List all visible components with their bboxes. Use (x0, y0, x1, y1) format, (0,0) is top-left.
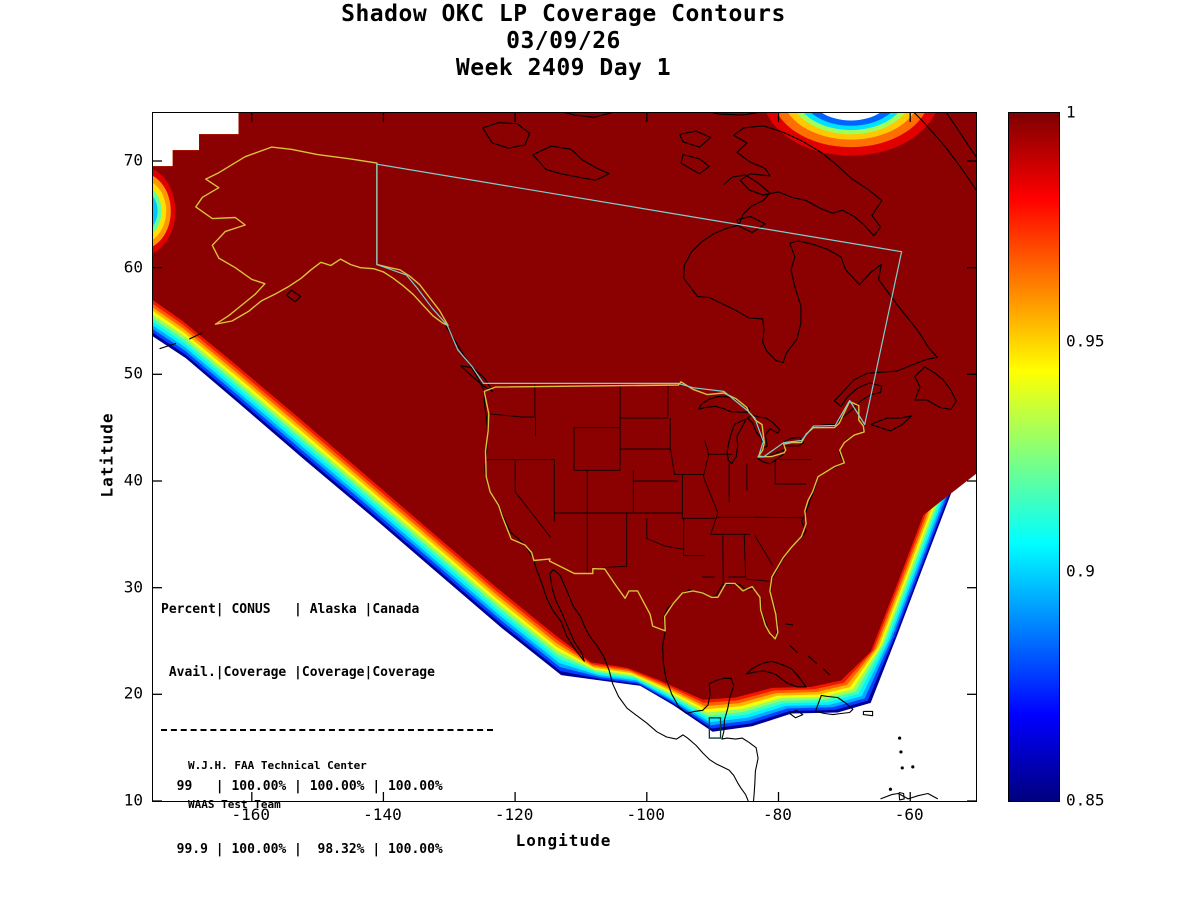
coverage-map-canvas (153, 113, 976, 801)
x-axis-title: Longitude (515, 831, 612, 850)
x-tick-label: -120 (494, 805, 534, 824)
colorbar-tick-label: 0.9 (1066, 561, 1095, 581)
chart-week-day: Week 2409 Day 1 (455, 55, 672, 81)
x-tick-label: -100 (626, 805, 666, 824)
x-tick-label: -60 (894, 805, 924, 824)
x-tick-label: -160 (231, 805, 271, 824)
table-row: 99 | 100.00% | 100.00% | 100.00% (161, 779, 443, 794)
y-tick-label: 60 (123, 257, 143, 277)
y-tick-label: 10 (123, 790, 143, 810)
colorbar (1008, 112, 1060, 802)
credit-line-1: W.J.H. FAA Technical Center (188, 759, 367, 772)
x-tick-label: -140 (363, 805, 402, 824)
table-header-row-1: Percent| CONUS | Alaska |Canada (161, 602, 420, 617)
y-tick-label: 70 (123, 150, 143, 170)
colorbar-tick-label: 1 (1066, 102, 1076, 122)
y-tick-label: 50 (123, 363, 143, 383)
page-title: Shadow OKC LP Coverage Contours (341, 1, 786, 27)
availability-table: Percent| CONUS | Alaska |Canada Avail.|C… (161, 557, 493, 900)
x-tick-label: -80 (763, 805, 792, 824)
y-tick-label: 40 (123, 470, 143, 490)
table-dashed-separator (161, 729, 493, 731)
y-tick-label: 30 (123, 577, 143, 597)
table-header-row-2: Avail.|Coverage |Coverage|Coverage (161, 665, 435, 680)
table-row: 99.9 | 100.00% | 98.32% | 100.00% (161, 842, 443, 857)
plot-area: Percent| CONUS | Alaska |Canada Avail.|C… (152, 112, 977, 857)
colorbar-tick-label: 0.85 (1066, 790, 1105, 810)
credit-block: W.J.H. FAA Technical Center WAAS Test Te… (188, 733, 367, 837)
credit-line-2: WAAS Test Team (188, 798, 281, 811)
y-tick-label: 20 (123, 683, 143, 703)
chart-date: 03/09/26 (506, 28, 621, 54)
colorbar-gradient (1009, 113, 1059, 801)
colorbar-tick-label: 0.95 (1066, 331, 1105, 351)
title-block: Shadow OKC LP Coverage Contours 03/09/26… (152, 1, 975, 82)
